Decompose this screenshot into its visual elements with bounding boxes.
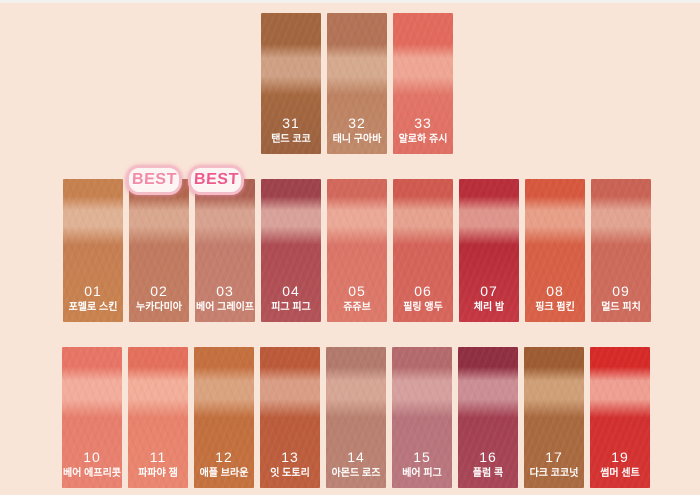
swatch-04: 04 피그 피그 (261, 179, 321, 322)
shade-name: 피그 피그 (271, 302, 311, 313)
top-border-strip (0, 0, 700, 3)
swatch-10: 10 베어 에프리콧 (62, 347, 122, 488)
swatch-17: 17 다크 코코넛 (524, 347, 584, 488)
swatch-31: 31 탠드 코코 (261, 13, 321, 154)
shade-name: 베어 에프리콧 (63, 468, 121, 479)
shade-name: 필링 앵두 (403, 302, 443, 313)
shade-number: 08 (546, 283, 564, 299)
shade-name: 핑크 펌킨 (535, 302, 575, 313)
shade-number: 31 (282, 115, 300, 131)
swatch-33: 33 알로하 쥬시 (393, 13, 453, 154)
shade-number: 01 (84, 283, 102, 299)
shade-number: 02 (150, 283, 168, 299)
swatch-row-01-09: 01 포멜로 스킨 02 누카다미아 03 베어 그레이프 04 피그 피그 0… (63, 179, 651, 322)
swatch-03: 03 베어 그레이프 (195, 179, 255, 322)
shade-name: 누카다미아 (136, 302, 182, 313)
swatch-row-10-19: 10 베어 에프리콧 11 파파야 잼 12 애플 브라운 13 잇 도토리 1… (62, 347, 650, 488)
swatch-32: 32 태니 구아바 (327, 13, 387, 154)
swatch-06: 06 필링 앵두 (393, 179, 453, 322)
swatch-15: 15 베어 피그 (392, 347, 452, 488)
shade-number: 32 (348, 115, 366, 131)
shade-name: 플럼 콕 (472, 468, 504, 479)
best-badge-label: BEST (131, 171, 177, 188)
shade-number: 16 (479, 449, 497, 465)
shade-name: 애플 브라운 (199, 468, 249, 479)
shade-name: 쥬쥬브 (343, 302, 371, 313)
swatch-13: 13 잇 도토리 (260, 347, 320, 488)
shade-name: 잇 도토리 (270, 468, 310, 479)
shade-name: 다크 코코넛 (529, 468, 579, 479)
shade-name: 베어 그레이프 (196, 302, 254, 313)
shade-number: 10 (83, 449, 101, 465)
shade-name: 탠드 코코 (271, 134, 311, 145)
swatch-07: 07 체리 밤 (459, 179, 519, 322)
swatch-row-31-33: 31 탠드 코코 32 태니 구아바 33 알로하 쥬시 (261, 13, 453, 154)
shade-name: 썸머 센트 (600, 468, 640, 479)
shade-name: 포멜로 스킨 (68, 302, 118, 313)
swatch-12: 12 애플 브라운 (194, 347, 254, 488)
best-badge-1: BEST (126, 165, 182, 195)
shade-number: 11 (149, 449, 167, 465)
swatch-19: 19 썸머 센트 (590, 347, 650, 488)
swatch-09: 09 멀드 피치 (591, 179, 651, 322)
swatch-02: 02 누카다미아 (129, 179, 189, 322)
shade-number: 14 (347, 449, 365, 465)
shade-number: 05 (348, 283, 366, 299)
shade-number: 33 (414, 115, 432, 131)
shade-number: 09 (612, 283, 630, 299)
shade-name: 체리 밤 (473, 302, 505, 313)
shade-name: 멀드 피치 (601, 302, 641, 313)
shade-number: 12 (215, 449, 233, 465)
swatch-16: 16 플럼 콕 (458, 347, 518, 488)
shade-number: 04 (282, 283, 300, 299)
swatch-14: 14 아몬드 로즈 (326, 347, 386, 488)
swatch-08: 08 핑크 펌킨 (525, 179, 585, 322)
shade-number: 06 (414, 283, 432, 299)
best-badge-2: BEST (188, 165, 244, 195)
shade-number: 15 (413, 449, 431, 465)
shade-number: 17 (545, 449, 563, 465)
shade-number: 07 (480, 283, 498, 299)
best-badge-label: BEST (193, 171, 239, 188)
swatch-01: 01 포멜로 스킨 (63, 179, 123, 322)
shade-name: 파파야 잼 (138, 468, 178, 479)
shade-number: 03 (216, 283, 234, 299)
shade-number: 13 (281, 449, 299, 465)
swatch-11: 11 파파야 잼 (128, 347, 188, 488)
shade-name: 알로하 쥬시 (398, 134, 448, 145)
shade-name: 베어 피그 (402, 468, 442, 479)
shade-name: 태니 구아바 (332, 134, 382, 145)
shade-name: 아몬드 로즈 (331, 468, 381, 479)
swatch-05: 05 쥬쥬브 (327, 179, 387, 322)
shade-number: 19 (611, 449, 629, 465)
